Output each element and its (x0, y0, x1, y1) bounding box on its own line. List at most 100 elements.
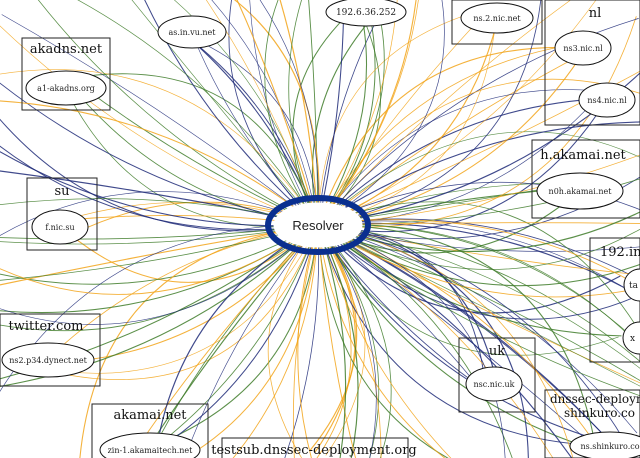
node-su[interactable] (31, 209, 89, 245)
dependency-edge (288, 0, 319, 226)
dependency-edge (0, 224, 319, 245)
dependency-edge (317, 131, 640, 226)
node-akadns[interactable] (25, 70, 107, 106)
dependency-edge (317, 89, 616, 226)
node-ns2[interactable] (460, 2, 534, 34)
cluster-dnssec-box (544, 389, 640, 458)
dependency-edge (0, 69, 319, 226)
dependency-edge (143, 224, 319, 458)
dependency-edge (317, 176, 640, 240)
dependency-edge (79, 224, 319, 458)
dependency-edge (144, 0, 319, 226)
dependency-edge (317, 97, 610, 226)
node-192-x[interactable] (622, 321, 640, 355)
dependency-edge (151, 224, 319, 448)
dependency-edge (317, 224, 573, 458)
cluster-akadns-box (21, 37, 111, 111)
cluster-akamai: akamai.net zin-1.akamaitech.net (91, 403, 209, 458)
cluster-192-in-box (589, 237, 640, 363)
resolver-ring (265, 195, 371, 255)
dependency-edge (317, 224, 622, 337)
dependency-edge (317, 224, 357, 458)
dependency-edge (0, 118, 319, 232)
dependency-edge (317, 224, 640, 369)
node-192-ta[interactable] (623, 268, 640, 302)
dependency-edge (317, 224, 506, 458)
dependency-edge (317, 0, 417, 226)
dependency-edge (317, 16, 637, 228)
dependency-edge (317, 0, 542, 226)
dependency-edge (264, 0, 319, 226)
cluster-su: su f.nic.su (26, 177, 98, 251)
dependency-edge (0, 224, 319, 325)
node-nl-ns4[interactable] (578, 82, 636, 118)
dependency-edge (317, 0, 385, 226)
node-192-6-36-252[interactable] (325, 0, 407, 27)
dependency-edge (317, 0, 597, 226)
dependency-edge (317, 224, 392, 458)
dependency-edge (40, 224, 319, 381)
dependency-edge (317, 224, 638, 434)
loose-node-as-in: as.in.vu.net (157, 15, 227, 49)
dependency-edge (0, 224, 319, 240)
dependency-edge (317, 211, 640, 252)
dependency-edge (317, 121, 640, 226)
dependency-edge (0, 224, 319, 295)
cluster-testsub: testsub.dnssec-deployment.org (211, 437, 417, 458)
dependency-edge (154, 224, 319, 458)
dependency-edge (317, 224, 377, 458)
dependency-edge (236, 0, 319, 226)
dependency-edge (317, 12, 487, 226)
node-h-akamai[interactable] (536, 172, 624, 210)
dependency-edge (317, 219, 640, 287)
node-as-in[interactable] (157, 15, 227, 49)
dependency-edge (317, 224, 640, 382)
dependency-edge (317, 224, 615, 447)
dependency-edge (0, 145, 319, 231)
cluster-uk-box (458, 337, 536, 413)
dependency-edge (317, 224, 640, 384)
dependency-edge (317, 154, 640, 226)
resolver-node[interactable]: Resolver (265, 195, 371, 255)
dependency-edge (317, 224, 640, 387)
cluster-192-in-title: 192.in-a (600, 245, 640, 260)
dependency-edge (233, 0, 320, 226)
dependency-edge (317, 224, 640, 270)
dependency-edge (0, 224, 319, 332)
dependency-edge (37, 0, 319, 226)
resolver-body (273, 202, 363, 248)
dependency-edge (317, 222, 640, 226)
dependency-edge (0, 198, 319, 226)
dependency-edge (317, 224, 452, 458)
node-uk[interactable] (465, 366, 523, 402)
node-twitter-label: ns2.p34.dynect.net (9, 356, 87, 365)
dependency-edge (292, 224, 319, 458)
node-nl-ns3[interactable] (554, 30, 612, 66)
dependency-edge (317, 78, 640, 226)
dependency-edge (1, 14, 319, 226)
dependency-edge (317, 224, 640, 397)
node-twitter[interactable] (1, 342, 95, 378)
dependency-edge (0, 100, 319, 226)
cluster-ns2-box (451, 0, 543, 45)
cluster-uk-title: uk (489, 344, 505, 359)
dependency-edge (192, 38, 319, 226)
cluster-su-box (26, 177, 98, 251)
dependency-edge (173, 0, 319, 226)
dependency-edge (0, 151, 319, 227)
cluster-dnssec-subtitle: shinkuro.co (564, 406, 635, 420)
cluster-su-title: su (54, 184, 69, 199)
loose-node-ns2: ns.2.nic.net (451, 0, 543, 45)
dependency-edge (232, 224, 319, 458)
cluster-192-in: 192.in-a ta x (589, 237, 640, 363)
dependency-edge (317, 0, 345, 226)
node-akamai[interactable] (99, 432, 201, 458)
dependency-edge (0, 224, 319, 285)
dependency-edge (317, 0, 388, 226)
dependency-edge (317, 224, 380, 458)
dependency-edge (317, 0, 445, 226)
resolver-label: Resolver (292, 218, 344, 233)
cluster-twitter: twitter.com ns2.p34.dynect.net (0, 313, 101, 387)
node-dnssec[interactable] (569, 431, 640, 458)
